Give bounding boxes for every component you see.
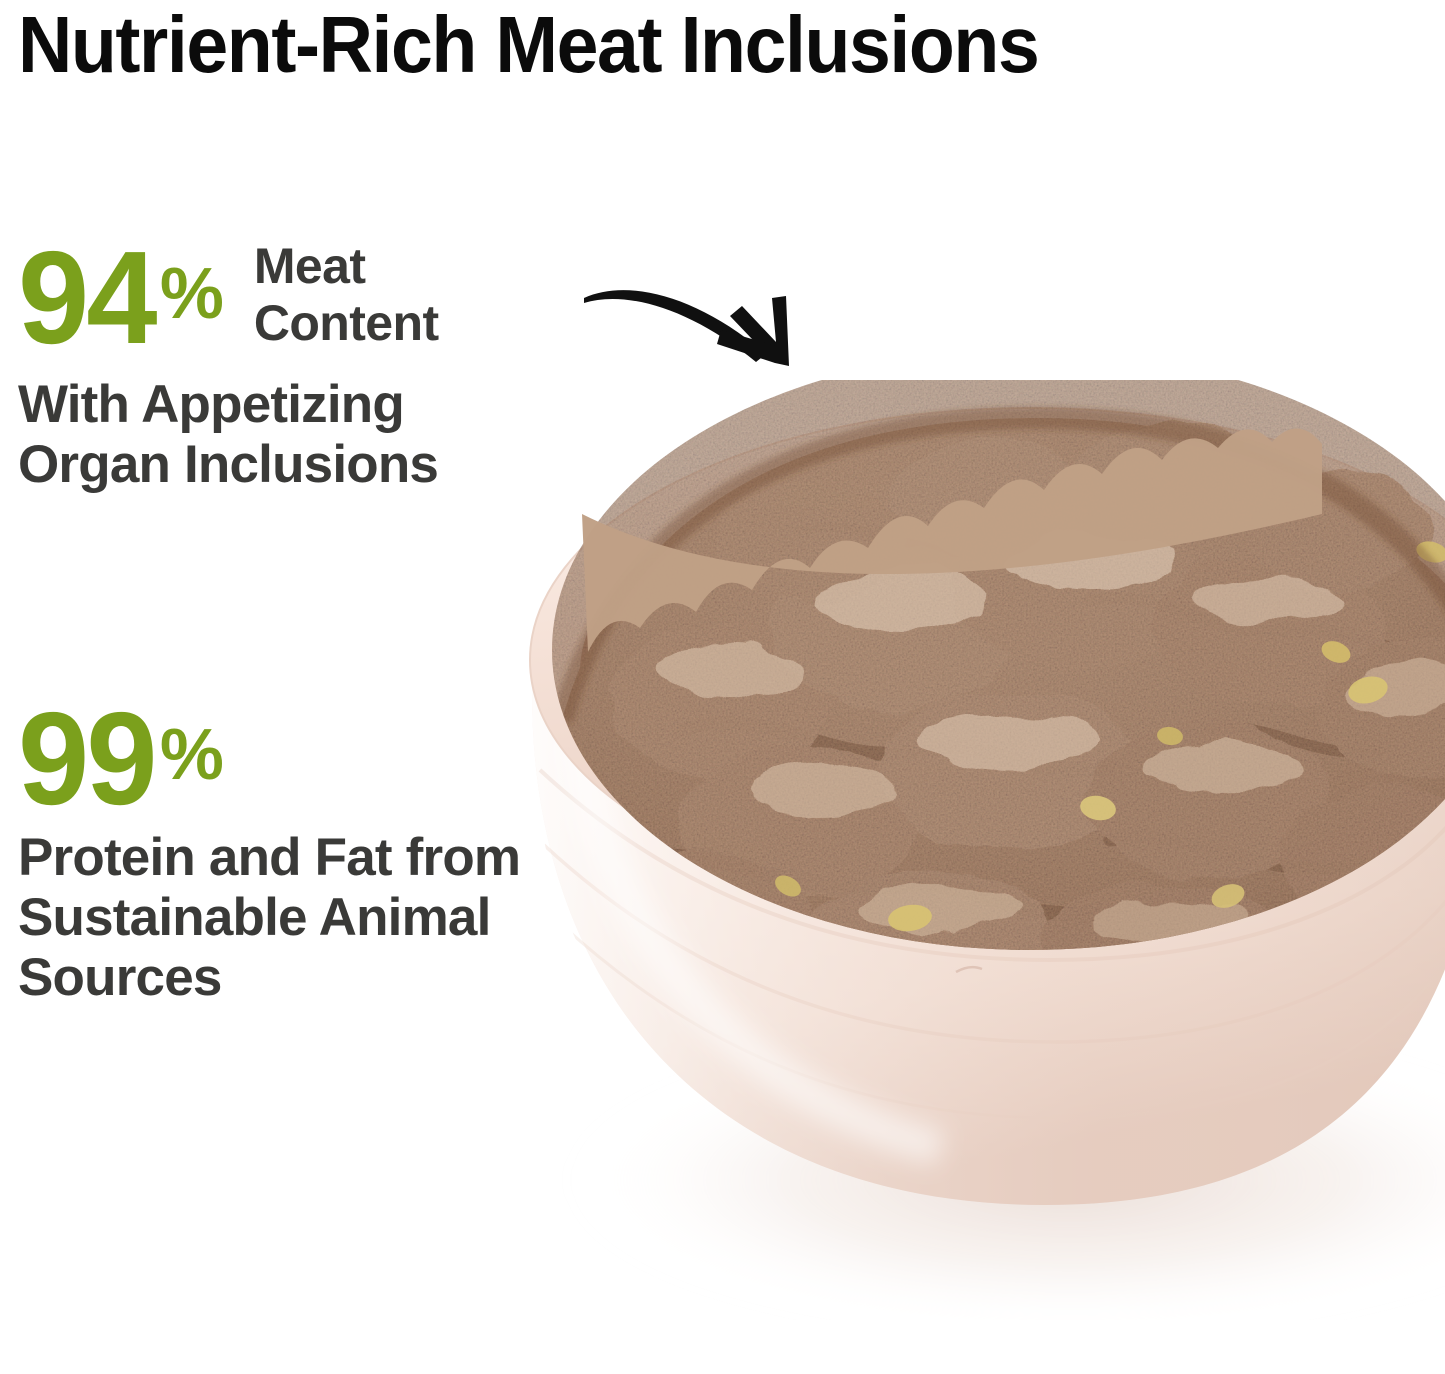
stat-block-protein-fat: 99 % Protein and Fat from Sustainable An… <box>18 685 521 1008</box>
meat-inclusions <box>775 541 1445 932</box>
bowl-glaze-fleck <box>955 965 983 974</box>
bowl-highlight <box>562 728 945 1166</box>
stat-label-meat-content: Meat Content <box>253 238 439 351</box>
stat-sub-organ-inclusions: With Appetizing Organ Inclusions <box>18 375 439 494</box>
stat-headline-row: 99 % <box>18 685 520 832</box>
stat-number-94: 94 <box>18 224 158 371</box>
stat-block-meat-content: 94 % Meat Content With Appetizing Organ … <box>18 224 439 495</box>
meat-top-edge <box>582 428 1322 652</box>
meat-highlights <box>660 534 1445 942</box>
stat-headline-row: 94 % Meat Content <box>18 224 439 371</box>
percent-sign-icon: % <box>159 715 224 795</box>
stat-sub-sustainable-animal-sources: Protein and Fat from Sustainable Animal … <box>18 828 521 1007</box>
page-title: Nutrient-Rich Meat Inclusions <box>18 0 1040 89</box>
stat-number-99: 99 <box>18 685 158 832</box>
meat-mound <box>552 380 1445 950</box>
percent-sign-icon: % <box>159 254 224 334</box>
bowl-photo <box>470 300 1445 1320</box>
